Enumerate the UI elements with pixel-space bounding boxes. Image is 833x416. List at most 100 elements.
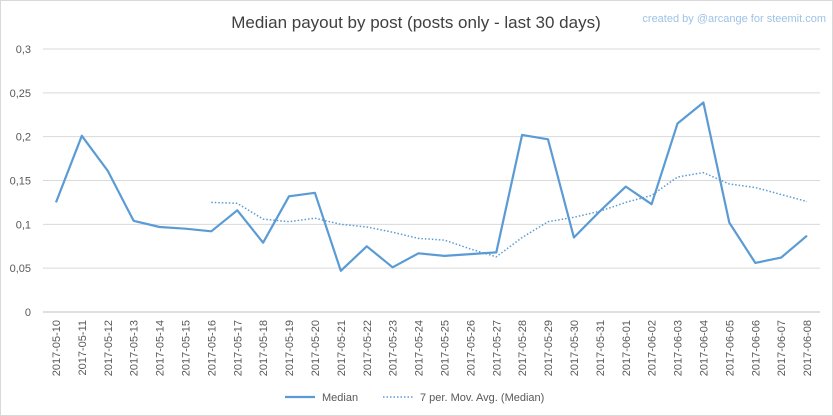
data-point [728, 221, 730, 223]
data-point [236, 209, 238, 211]
chart-title: Median payout by post (posts only - last… [231, 13, 600, 32]
x-tick-label: 2017-05-30 [569, 320, 581, 376]
x-tick-label: 2017-06-03 [673, 320, 685, 376]
data-point [521, 236, 523, 238]
x-tick-label: 2017-05-22 [362, 320, 374, 376]
x-tick-label: 2017-06-05 [724, 320, 736, 376]
data-point [625, 201, 627, 203]
x-tick-label: 2017-05-20 [310, 320, 322, 376]
data-point [262, 242, 264, 244]
data-point [676, 176, 678, 178]
series-lines [54, 101, 808, 272]
x-tick-label: 2017-05-28 [517, 320, 529, 376]
x-tick-label: 2017-05-19 [284, 320, 296, 376]
x-tick-label: 2017-05-18 [258, 320, 270, 376]
median-line [54, 101, 808, 272]
data-point [443, 255, 445, 257]
x-tick-label: 2017-06-07 [776, 320, 788, 376]
x-tick-label: 2017-05-14 [155, 320, 167, 376]
x-tick-label: 2017-05-11 [77, 320, 89, 375]
y-tick-label: 0,2 [16, 132, 31, 144]
y-tick-label: 0,1 [16, 219, 31, 231]
data-point [391, 266, 393, 268]
x-tick-label: 2017-06-06 [750, 320, 762, 376]
data-point [107, 170, 109, 172]
x-tick-label: 2017-05-23 [388, 320, 400, 376]
data-point [210, 201, 212, 203]
y-tick-label: 0 [25, 307, 31, 319]
y-tick-label: 0,15 [10, 176, 31, 188]
x-tick-label: 2017-05-21 [336, 320, 348, 376]
data-point [573, 236, 575, 238]
x-tick-label: 2017-05-29 [543, 320, 555, 376]
data-point [806, 235, 808, 237]
x-tick-label: 2017-05-15 [180, 320, 192, 376]
y-tick-label: 0,25 [10, 88, 31, 100]
x-tick-label: 2017-05-10 [51, 320, 63, 376]
legend-label: 7 per. Mov. Avg. (Median) [420, 392, 544, 404]
data-point [547, 138, 549, 140]
y-axis: 0 0,05 0,1 0,15 0,2 0,25 0,3 [10, 44, 31, 319]
x-tick-label: 2017-05-26 [465, 320, 477, 376]
data-point [391, 231, 393, 233]
data-point [288, 221, 290, 223]
data-point [366, 226, 368, 228]
data-point [806, 200, 808, 202]
data-point [495, 256, 497, 258]
data-point [599, 210, 601, 212]
data-point [573, 216, 575, 218]
data-point [547, 221, 549, 223]
data-point [184, 228, 186, 230]
data-point [262, 218, 264, 220]
x-tick-label: 2017-05-17 [232, 320, 244, 376]
x-tick-label: 2017-05-12 [103, 320, 115, 376]
data-point [780, 256, 782, 258]
x-tick-label: 2017-05-27 [491, 320, 503, 376]
data-point [495, 251, 497, 253]
data-point [55, 201, 57, 203]
data-point [521, 134, 523, 136]
data-point [340, 223, 342, 225]
x-tick-label: 2017-05-25 [439, 320, 451, 376]
data-point [314, 217, 316, 219]
data-point [469, 248, 471, 250]
y-tick-label: 0,05 [10, 263, 31, 275]
data-point [314, 192, 316, 194]
data-point [650, 203, 652, 205]
data-point [625, 185, 627, 187]
data-point [702, 171, 704, 173]
legend-label: Median [322, 392, 358, 404]
x-tick-label: 2017-06-02 [647, 320, 659, 376]
data-point [340, 270, 342, 272]
data-point [728, 183, 730, 185]
data-point [81, 135, 83, 137]
x-axis: 2017-05-10 2017-05-11 2017-05-12 2017-05-13… [43, 311, 820, 376]
data-point [650, 194, 652, 196]
data-point [443, 239, 445, 241]
data-point [676, 122, 678, 124]
data-point [469, 253, 471, 255]
data-point [236, 202, 238, 204]
x-tick-label: 2017-05-13 [129, 320, 141, 376]
x-tick-label: 2017-06-04 [698, 320, 710, 376]
data-point [158, 226, 160, 228]
x-tick-label: 2017-05-31 [595, 320, 607, 376]
data-point [417, 237, 419, 239]
x-tick-label: 2017-06-01 [621, 320, 633, 376]
data-point [288, 195, 290, 197]
data-point [417, 252, 419, 254]
x-tick-label: 2017-05-24 [414, 320, 426, 376]
x-tick-label: 2017-05-16 [206, 320, 218, 376]
data-point [366, 245, 368, 247]
y-tick-label: 0,3 [16, 44, 31, 56]
data-point [210, 230, 212, 232]
grid-lines [43, 48, 820, 269]
data-point [754, 186, 756, 188]
data-point [754, 262, 756, 264]
x-tick-label: 2017-06-08 [802, 320, 814, 376]
data-point [132, 220, 134, 222]
data-point [702, 101, 704, 103]
